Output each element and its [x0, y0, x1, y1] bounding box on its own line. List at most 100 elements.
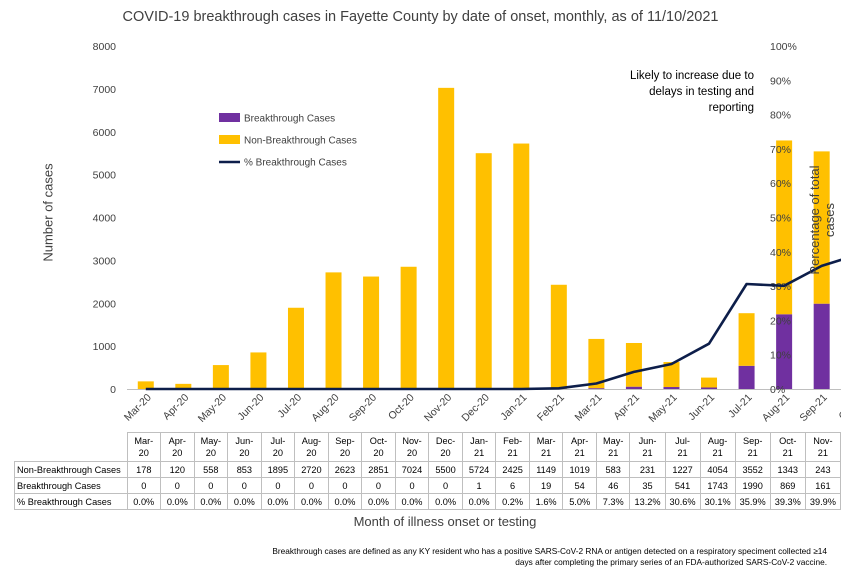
table-cell: 0	[227, 477, 262, 494]
table-header-cell: Apr- 21	[562, 432, 597, 462]
bar-non-breakthrough	[776, 140, 793, 315]
table-cell: 2851	[361, 461, 396, 478]
bar-breakthrough	[701, 387, 718, 389]
table-header-cell: Jul- 21	[664, 432, 701, 462]
table-row-percent: % Breakthrough Cases 0.0% 0.0% 0.0% 0.0% 0.0%…	[14, 493, 841, 510]
table-cell: 869	[769, 477, 806, 494]
table-cell: 0	[160, 477, 195, 494]
table-cell: 5500	[428, 461, 463, 478]
x-tick-label: Jul-20	[275, 392, 304, 421]
x-tick-label: Aug-20	[309, 392, 342, 425]
annotation-line-1: Likely to increase due to	[630, 70, 754, 82]
table-cell: 0	[394, 477, 430, 494]
table-cell: 2623	[327, 461, 363, 478]
table-header-cell: Sep- 20	[327, 432, 363, 462]
table-cell: 35.9%	[734, 493, 771, 510]
x-tick-label: Oct-20	[386, 392, 417, 423]
table-cell: 1227	[664, 461, 701, 478]
table-cell: 5.0%	[562, 493, 597, 510]
table-cell: 30.6%	[664, 493, 701, 510]
table-row-non-breakthrough: Non-Breakthrough Cases 178 120 558 853 1895 27…	[14, 461, 841, 478]
table-cell: 1343	[769, 461, 806, 478]
table-cell: 30.1%	[699, 493, 736, 510]
table-cell: 19	[528, 477, 564, 494]
bar-non-breakthrough	[701, 377, 718, 388]
bar-non-breakthrough	[325, 272, 342, 389]
y-tick-right: 90%	[770, 75, 791, 87]
legend-label: Breakthrough Cases	[244, 114, 335, 125]
table-cell: 0	[428, 477, 463, 494]
table-cell: 4054	[699, 461, 736, 478]
bar-breakthrough	[813, 303, 830, 389]
table-cell: 243	[804, 461, 841, 478]
bar-non-breakthrough	[400, 266, 417, 389]
table-header-cell: Nov- 20	[394, 432, 430, 462]
table-cell: 1895	[260, 461, 296, 478]
x-tick-label: Apr-21	[611, 392, 642, 423]
table-cell: 35	[629, 477, 666, 494]
table-cell: 1.6%	[528, 493, 564, 510]
y-tick-right: 100%	[770, 41, 797, 53]
bar-non-breakthrough	[738, 313, 755, 366]
table-cell: 39.3%	[769, 493, 806, 510]
table-cell: 6	[495, 477, 530, 494]
table-header-cell: May- 21	[595, 432, 631, 462]
table-cell: 0.0%	[327, 493, 363, 510]
y-axis-right-title: Percentage of total cases	[807, 165, 837, 275]
legend-label: Non-Breakthrough Cases	[244, 136, 357, 147]
table-header-cell: Dec- 20	[428, 432, 463, 462]
x-axis-title: Month of illness onset or testing	[353, 514, 537, 529]
y-tick-left: 1000	[93, 341, 117, 353]
y-tick-right: 0%	[770, 384, 785, 396]
table-cell: 583	[595, 461, 631, 478]
bar-non-breakthrough	[363, 276, 380, 389]
bar-breakthrough	[738, 365, 755, 389]
table-cell: 0.0%	[160, 493, 195, 510]
table-row-breakthrough: Breakthrough Cases 0 0 0 0 0 0 0 0 0 0 1 6 19 54 46 35 54…	[14, 477, 841, 494]
bar-non-breakthrough	[663, 362, 680, 388]
percent-breakthrough-line	[145, 258, 841, 391]
x-tick-label: Dec-20	[459, 392, 492, 425]
table-cell: 2425	[495, 461, 530, 478]
table-header-cell: Apr- 20	[160, 432, 195, 462]
table-header-cell: Jun- 21	[629, 432, 666, 462]
bar-non-breakthrough	[212, 365, 229, 389]
table-cell: 5724	[461, 461, 497, 478]
table-cell: 0	[126, 477, 162, 494]
table-cell: 39.9%	[804, 493, 841, 510]
chart-svg: 0 1000 2000 3000 4000 5000 6000 7000 8000 0% 10% 20…	[93, 41, 841, 425]
y-axis-left-title: Number of cases	[40, 163, 56, 262]
table-header-cell: Oct- 21	[769, 432, 806, 462]
table-header-cell: Mar- 21	[528, 432, 564, 462]
bar-non-breakthrough	[588, 338, 605, 389]
table-row-label: Non-Breakthrough Cases	[14, 461, 128, 478]
x-tick-label: May-21	[646, 392, 679, 425]
table-cell: 1149	[528, 461, 564, 478]
x-tick-label: Oct-21	[837, 392, 841, 423]
y-tick-right: 10%	[770, 350, 791, 362]
table-cell: 853	[227, 461, 262, 478]
y-tick-right: 20%	[770, 315, 791, 327]
data-table: Mar- 20 Apr- 20 May- 20 Jun- 20 Jul- 20 Aug- 20 Sep-…	[14, 432, 841, 510]
table-cell: 0.0%	[126, 493, 162, 510]
bar-non-breakthrough	[625, 342, 642, 387]
legend-swatch	[219, 135, 240, 144]
bar-breakthrough	[663, 387, 680, 389]
table-row-label: Breakthrough Cases	[14, 477, 128, 494]
bar-non-breakthrough	[513, 143, 530, 389]
bar-breakthrough	[588, 388, 605, 389]
x-tick-label: Jun-21	[686, 392, 717, 423]
footnote: Breakthrough cases are defined as any KY…	[272, 546, 827, 567]
x-tick-label: Mar-21	[572, 392, 604, 424]
bar-breakthrough	[625, 386, 642, 389]
table-header-row: Mar- 20 Apr- 20 May- 20 Jun- 20 Jul- 20 Aug- 20 Sep-…	[15, 432, 841, 462]
table-cell: 0.0%	[394, 493, 430, 510]
x-tick-label: Aug-21	[760, 392, 793, 425]
table-header-cell: Aug- 21	[699, 432, 736, 462]
legend-swatch	[219, 113, 240, 122]
legend-label: % Breakthrough Cases	[244, 158, 347, 169]
x-tick-label: Mar-20	[122, 392, 154, 424]
x-tick-label: Jun-20	[235, 392, 266, 423]
y-tick-left: 4000	[93, 213, 117, 225]
y-tick-left: 2000	[93, 298, 117, 310]
